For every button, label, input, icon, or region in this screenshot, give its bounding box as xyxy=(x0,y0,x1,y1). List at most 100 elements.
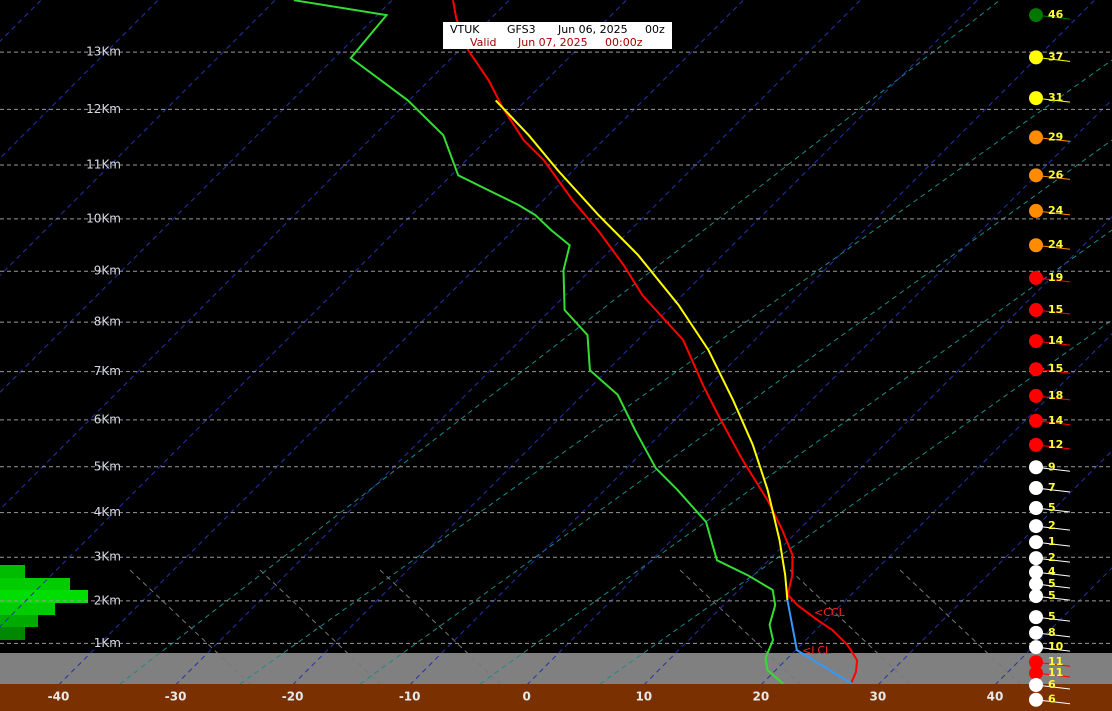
wind-speed: 7 xyxy=(1048,481,1056,494)
wind-dot xyxy=(1029,501,1043,516)
wind-dot xyxy=(1029,168,1043,183)
y-tick-label: 7Km xyxy=(94,364,121,378)
run-time: 00z xyxy=(645,23,665,36)
x-tick-label: 0 xyxy=(523,690,531,704)
wind-dot xyxy=(1029,388,1043,403)
histogram-bar xyxy=(0,565,25,578)
wind-speed: 4 xyxy=(1048,565,1056,578)
wind-dot xyxy=(1029,413,1043,428)
wind-dot xyxy=(1029,551,1043,566)
y-tick-label: 10Km xyxy=(86,211,121,225)
station: VTUK xyxy=(450,23,480,36)
wind-speed: 46 xyxy=(1048,8,1064,21)
y-tick-label: 11Km xyxy=(86,157,121,171)
wind-speed: 37 xyxy=(1048,50,1063,63)
wind-dot xyxy=(1029,655,1043,670)
wind-speed: 5 xyxy=(1048,610,1056,623)
wind-dot xyxy=(1029,91,1043,106)
wind-dot xyxy=(1029,238,1043,253)
adiabat-line xyxy=(479,229,1112,685)
x-axis-bar xyxy=(0,684,1112,711)
y-tick-label: 2Km xyxy=(94,593,121,607)
y-tick-label: 6Km xyxy=(94,412,121,426)
wind-speed: 15 xyxy=(1048,362,1063,375)
wind-speed: 10 xyxy=(1048,640,1064,653)
wind-dot xyxy=(1029,666,1043,681)
wind-speed: 2 xyxy=(1048,519,1056,532)
wind-speed: 5 xyxy=(1048,589,1056,602)
wind-dot xyxy=(1029,50,1043,65)
wind-dot xyxy=(1029,625,1043,640)
mixing-line xyxy=(129,569,251,685)
valid-date: Jun 07, 2025 xyxy=(517,36,588,49)
wind-dot xyxy=(1029,334,1043,349)
model: GFS3 xyxy=(507,23,536,36)
profile-line xyxy=(452,0,859,685)
wind-dot xyxy=(1029,610,1043,625)
wind-speed: 15 xyxy=(1048,303,1063,316)
adiabat-line xyxy=(239,59,1112,685)
wind-speed: 11 xyxy=(1048,655,1063,668)
ground-band xyxy=(0,653,1112,684)
wind-dot xyxy=(1029,203,1043,218)
x-tick-label: -40 xyxy=(48,690,70,704)
wind-speed: 24 xyxy=(1048,204,1064,217)
adiabats xyxy=(119,0,1112,685)
wind-speed: 29 xyxy=(1048,130,1063,143)
adiabat-line xyxy=(599,319,1112,685)
wind-speed: 11 xyxy=(1048,666,1063,679)
histogram-bar xyxy=(0,578,70,590)
wind-dot xyxy=(1029,692,1043,707)
valid-time: 00:00z xyxy=(605,36,643,49)
wind-speed: 24 xyxy=(1048,238,1064,251)
y-tick-label: 5Km xyxy=(94,459,121,473)
y-tick-label: 1Km xyxy=(94,636,121,650)
y-tick-label: 8Km xyxy=(94,315,121,329)
wind-dot xyxy=(1029,535,1043,550)
wind-dot xyxy=(1029,130,1043,145)
wind-dot xyxy=(1029,362,1043,377)
wind-dot xyxy=(1029,589,1043,604)
profile-line xyxy=(293,0,784,685)
wind-dot xyxy=(1029,270,1043,285)
adiabat-line xyxy=(119,0,1001,685)
x-tick-label: -30 xyxy=(165,690,187,704)
mixing-line xyxy=(679,569,801,685)
wind-speed: 8 xyxy=(1048,626,1056,639)
histogram xyxy=(0,565,88,640)
header-box: VTUK GFS3 Jun 06, 2025 00z Valid Jun 07,… xyxy=(443,22,672,49)
wind-dot xyxy=(1029,678,1043,692)
mixing-line xyxy=(259,569,381,685)
wind-dot xyxy=(1029,8,1043,23)
profile-line xyxy=(786,599,853,685)
y-tick-label: 3Km xyxy=(94,550,121,564)
histogram-bar xyxy=(0,590,88,603)
wind-speed: 1 xyxy=(1048,535,1056,548)
x-tick-label: -10 xyxy=(399,690,421,704)
valid-label: Valid xyxy=(470,36,497,49)
mixing-line xyxy=(789,569,911,685)
wind-speed: 18 xyxy=(1048,389,1063,402)
mixing-line xyxy=(899,569,1021,685)
wind-speed: 5 xyxy=(1048,577,1056,590)
x-tick-label: 40 xyxy=(987,690,1004,704)
wind-speed: 31 xyxy=(1048,91,1063,104)
adiabat-line xyxy=(359,139,1112,685)
wind-speed: 19 xyxy=(1048,271,1063,284)
wind-speed: 9 xyxy=(1048,460,1056,473)
wind-dot xyxy=(1029,565,1043,580)
y-tick-label: 4Km xyxy=(94,505,121,519)
y-tick-label: 13Km xyxy=(86,45,121,59)
x-tick-label: 10 xyxy=(635,690,652,704)
wind-speed: 5 xyxy=(1048,501,1056,514)
wind-speed: 26 xyxy=(1048,168,1064,181)
annotation: <LCL xyxy=(802,644,832,657)
grid xyxy=(0,0,1112,686)
histogram-bar xyxy=(0,603,55,615)
histogram-bar xyxy=(0,615,38,627)
wind-speed: 12 xyxy=(1048,438,1063,451)
wind-dot xyxy=(1029,576,1043,591)
profiles xyxy=(293,0,859,685)
